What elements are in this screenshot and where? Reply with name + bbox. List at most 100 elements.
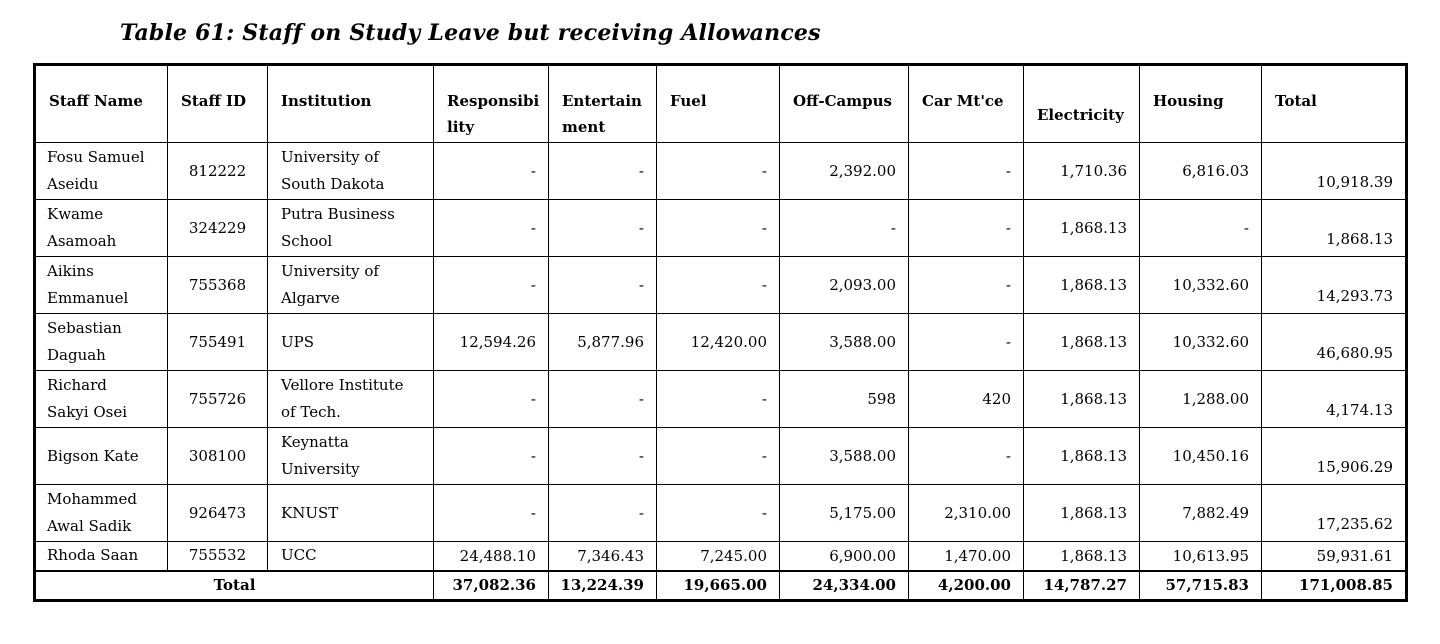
cell-responsibility: - <box>433 142 549 200</box>
table-title: Table 61: Staff on Study Leave but recei… <box>120 20 821 46</box>
cell-institution: KNUST <box>267 484 434 542</box>
col-header-institution: Institution <box>267 64 434 143</box>
table-row: Mohammed Awal Sadik 926473 KNUST - - - 5… <box>34 484 1407 542</box>
cell-electricity: 1,710.36 <box>1023 142 1140 200</box>
cell-electricity: 1,868.13 <box>1023 541 1140 571</box>
cell-total: 1,868.13 <box>1261 199 1407 257</box>
cell-responsibility: - <box>433 427 549 485</box>
cell-off-campus: 3,588.00 <box>779 427 909 485</box>
total-row-label: Total <box>34 569 434 601</box>
cell-staff-id: 812222 <box>167 142 268 200</box>
cell-electricity: 1,868.13 <box>1023 484 1140 542</box>
cell-fuel: 12,420.00 <box>656 313 780 371</box>
col-header-responsibility: Responsibi lity <box>433 64 549 143</box>
cell-fuel: - <box>656 484 780 542</box>
cell-car-mtce: - <box>908 313 1024 371</box>
cell-electricity: 1,868.13 <box>1023 313 1140 371</box>
cell-staff-id: 755532 <box>167 541 268 571</box>
col-header-total: Total <box>1261 64 1407 143</box>
total-entertainment: 13,224.39 <box>548 569 657 601</box>
cell-housing: 7,882.49 <box>1139 484 1262 542</box>
cell-staff-name: Bigson Kate <box>34 427 168 485</box>
cell-entertainment: - <box>548 484 657 542</box>
cell-total: 10,918.39 <box>1261 142 1407 200</box>
cell-entertainment: 7,346.43 <box>548 541 657 571</box>
cell-off-campus: 2,392.00 <box>779 142 909 200</box>
cell-car-mtce: - <box>908 427 1024 485</box>
cell-total: 17,235.62 <box>1261 484 1407 542</box>
table-row: Kwame Asamoah 324229 Putra Business Scho… <box>34 199 1407 257</box>
cell-fuel: - <box>656 370 780 428</box>
cell-fuel: - <box>656 427 780 485</box>
cell-institution: University of Algarve <box>267 256 434 314</box>
cell-institution: Vellore Institute of Tech. <box>267 370 434 428</box>
cell-entertainment: - <box>548 142 657 200</box>
cell-institution: UCC <box>267 541 434 571</box>
total-responsibility: 37,082.36 <box>433 569 549 601</box>
cell-entertainment: - <box>548 199 657 257</box>
cell-staff-name: Sebastian Daguah <box>34 313 168 371</box>
cell-housing: 10,332.60 <box>1139 256 1262 314</box>
cell-entertainment: 5,877.96 <box>548 313 657 371</box>
cell-staff-name: Aikins Emmanuel <box>34 256 168 314</box>
total-fuel: 19,665.00 <box>656 569 780 601</box>
cell-staff-name: Kwame Asamoah <box>34 199 168 257</box>
cell-entertainment: - <box>548 427 657 485</box>
cell-responsibility: - <box>433 484 549 542</box>
cell-off-campus: 5,175.00 <box>779 484 909 542</box>
table-row: Fosu Samuel Aseidu 812222 University of … <box>34 142 1407 200</box>
cell-staff-name: Richard Sakyi Osei <box>34 370 168 428</box>
cell-housing: - <box>1139 199 1262 257</box>
cell-total: 59,931.61 <box>1261 541 1407 571</box>
cell-institution: Keynatta University <box>267 427 434 485</box>
staff-allowances-table: Staff Name Staff ID Institution Responsi… <box>33 63 1408 602</box>
cell-staff-id: 755726 <box>167 370 268 428</box>
cell-total: 4,174.13 <box>1261 370 1407 428</box>
cell-car-mtce: - <box>908 142 1024 200</box>
cell-electricity: 1,868.13 <box>1023 427 1140 485</box>
col-header-staff-id: Staff ID <box>167 64 268 143</box>
table-row: Rhoda Saan 755532 UCC 24,488.10 7,346.43… <box>34 541 1407 571</box>
table-row: Aikins Emmanuel 755368 University of Alg… <box>34 256 1407 314</box>
cell-staff-id: 308100 <box>167 427 268 485</box>
col-header-housing: Housing <box>1139 64 1262 143</box>
cell-housing: 10,450.16 <box>1139 427 1262 485</box>
cell-responsibility: 24,488.10 <box>433 541 549 571</box>
total-grand: 171,008.85 <box>1261 569 1407 601</box>
cell-total: 46,680.95 <box>1261 313 1407 371</box>
cell-fuel: - <box>656 199 780 257</box>
total-off-campus: 24,334.00 <box>779 569 909 601</box>
cell-housing: 1,288.00 <box>1139 370 1262 428</box>
cell-off-campus: 598 <box>779 370 909 428</box>
cell-car-mtce: - <box>908 199 1024 257</box>
cell-housing: 10,613.95 <box>1139 541 1262 571</box>
cell-responsibility: - <box>433 199 549 257</box>
cell-car-mtce: - <box>908 256 1024 314</box>
total-electricity: 14,787.27 <box>1023 569 1140 601</box>
cell-off-campus: 6,900.00 <box>779 541 909 571</box>
table-row: Sebastian Daguah 755491 UPS 12,594.26 5,… <box>34 313 1407 371</box>
cell-staff-name: Mohammed Awal Sadik <box>34 484 168 542</box>
cell-electricity: 1,868.13 <box>1023 370 1140 428</box>
cell-entertainment: - <box>548 370 657 428</box>
cell-staff-id: 324229 <box>167 199 268 257</box>
table-row: Bigson Kate 308100 Keynatta University -… <box>34 427 1407 485</box>
cell-car-mtce: 2,310.00 <box>908 484 1024 542</box>
cell-electricity: 1,868.13 <box>1023 256 1140 314</box>
cell-fuel: 7,245.00 <box>656 541 780 571</box>
cell-total: 14,293.73 <box>1261 256 1407 314</box>
cell-housing: 10,332.60 <box>1139 313 1262 371</box>
cell-staff-name: Rhoda Saan <box>34 541 168 571</box>
cell-fuel: - <box>656 142 780 200</box>
cell-off-campus: 3,588.00 <box>779 313 909 371</box>
table-row: Richard Sakyi Osei 755726 Vellore Instit… <box>34 370 1407 428</box>
col-header-fuel: Fuel <box>656 64 780 143</box>
cell-housing: 6,816.03 <box>1139 142 1262 200</box>
col-header-electricity: Electricity <box>1023 64 1140 143</box>
cell-electricity: 1,868.13 <box>1023 199 1140 257</box>
cell-off-campus: 2,093.00 <box>779 256 909 314</box>
cell-car-mtce: 1,470.00 <box>908 541 1024 571</box>
cell-staff-id: 926473 <box>167 484 268 542</box>
cell-total: 15,906.29 <box>1261 427 1407 485</box>
